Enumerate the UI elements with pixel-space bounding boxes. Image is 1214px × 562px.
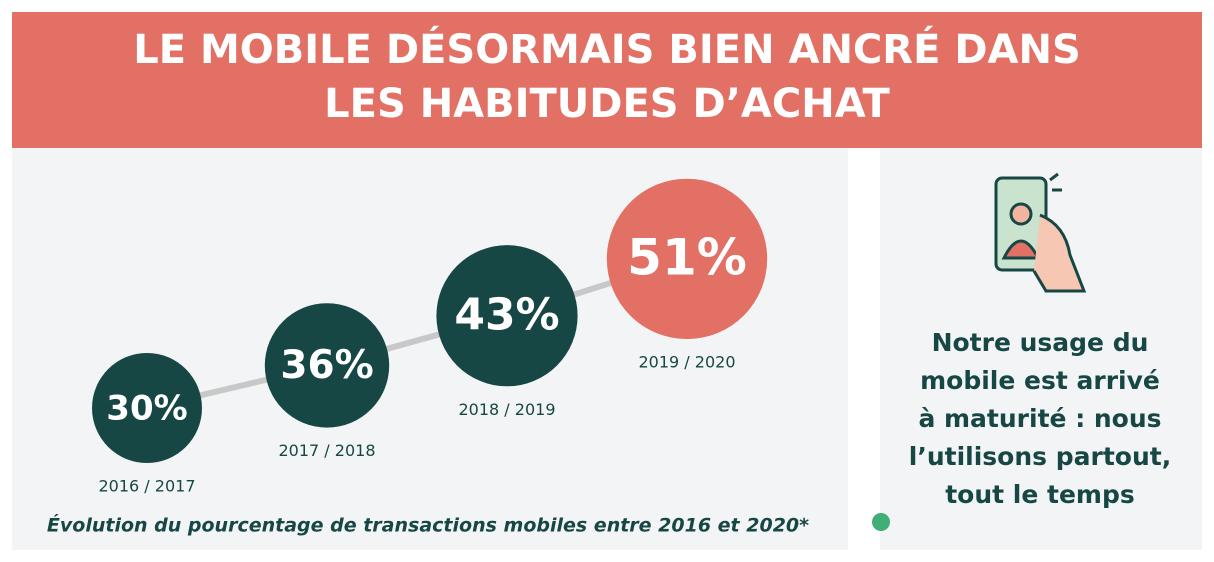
category-label: 2018 / 2019 [459, 400, 556, 419]
dot [872, 513, 890, 531]
title-line: LES HABITUDES D’ACHAT [324, 81, 890, 127]
connector [146, 256, 688, 411]
side-line: tout le temps [945, 480, 1135, 509]
category-label: 2016 / 2017 [99, 477, 196, 496]
value-label: 51% [627, 228, 747, 286]
bubble [606, 178, 768, 340]
side-line: mobile est arrivé [920, 366, 1160, 395]
value-label: 43% [454, 290, 559, 341]
caption: Évolution du pourcentage de transactions… [47, 514, 809, 537]
bubble [436, 245, 578, 387]
side-text: Notre usage du mobile est arrivé à maturit… [909, 328, 1171, 509]
bubble [264, 303, 390, 428]
banner [12, 12, 1202, 148]
side-line: l’utilisons partout, [909, 442, 1171, 471]
side-line: à maturité : nous [918, 404, 1161, 433]
bubble [92, 353, 202, 463]
title-line: LE MOBILE DÉSORMAIS BIEN ANCRÉ DANS [133, 25, 1081, 73]
value-label: 30% [106, 389, 187, 429]
value-label: 36% [280, 343, 373, 388]
category-label: 2019 / 2020 [639, 353, 736, 372]
side-line: Notre usage du [932, 328, 1149, 357]
phone-icon [994, 172, 1087, 293]
category-label: 2017 / 2018 [279, 441, 376, 460]
